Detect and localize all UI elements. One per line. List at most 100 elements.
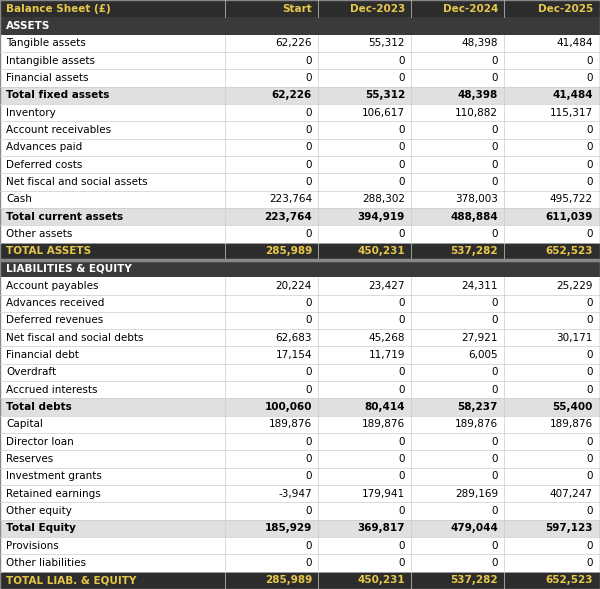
Text: 537,282: 537,282 bbox=[451, 246, 498, 256]
Text: 0: 0 bbox=[586, 368, 593, 378]
Text: 48,398: 48,398 bbox=[461, 38, 498, 48]
Text: 58,237: 58,237 bbox=[458, 402, 498, 412]
Bar bbox=[0, 277, 600, 294]
Text: Cash: Cash bbox=[6, 194, 32, 204]
Text: Capital: Capital bbox=[6, 419, 43, 429]
Bar bbox=[0, 208, 600, 225]
Text: 0: 0 bbox=[398, 471, 405, 481]
Text: 0: 0 bbox=[491, 55, 498, 65]
Text: 0: 0 bbox=[305, 385, 312, 395]
Text: 0: 0 bbox=[491, 229, 498, 239]
Text: 0: 0 bbox=[586, 385, 593, 395]
Text: Financial debt: Financial debt bbox=[6, 350, 79, 360]
Text: 0: 0 bbox=[305, 558, 312, 568]
Text: 189,876: 189,876 bbox=[550, 419, 593, 429]
Bar bbox=[0, 260, 600, 277]
Bar bbox=[0, 433, 600, 451]
Text: 106,617: 106,617 bbox=[362, 108, 405, 118]
Text: 652,523: 652,523 bbox=[545, 246, 593, 256]
Text: Provisions: Provisions bbox=[6, 541, 59, 551]
Bar bbox=[0, 138, 600, 156]
Text: Reserves: Reserves bbox=[6, 454, 53, 464]
Text: Overdraft: Overdraft bbox=[6, 368, 56, 378]
Text: Deferred revenues: Deferred revenues bbox=[6, 316, 103, 326]
Text: Other assets: Other assets bbox=[6, 229, 73, 239]
Text: 0: 0 bbox=[398, 541, 405, 551]
Bar bbox=[0, 398, 600, 416]
Text: 25,229: 25,229 bbox=[556, 281, 593, 291]
Text: 62,226: 62,226 bbox=[272, 90, 312, 100]
Text: 0: 0 bbox=[586, 73, 593, 83]
Text: 223,764: 223,764 bbox=[264, 211, 312, 221]
Text: 479,044: 479,044 bbox=[450, 524, 498, 534]
Text: 0: 0 bbox=[398, 558, 405, 568]
Text: 0: 0 bbox=[305, 506, 312, 516]
Text: 27,921: 27,921 bbox=[461, 333, 498, 343]
Bar bbox=[0, 451, 600, 468]
Text: 0: 0 bbox=[398, 454, 405, 464]
Bar bbox=[0, 502, 600, 519]
Text: 0: 0 bbox=[305, 298, 312, 308]
Text: Other equity: Other equity bbox=[6, 506, 72, 516]
Text: 0: 0 bbox=[586, 177, 593, 187]
Text: 110,882: 110,882 bbox=[455, 108, 498, 118]
Text: Director loan: Director loan bbox=[6, 437, 74, 446]
Text: 0: 0 bbox=[398, 55, 405, 65]
Text: 23,427: 23,427 bbox=[368, 281, 405, 291]
Bar bbox=[0, 121, 600, 138]
Bar bbox=[0, 346, 600, 364]
Bar bbox=[0, 52, 600, 70]
Text: 369,817: 369,817 bbox=[358, 524, 405, 534]
Text: 115,317: 115,317 bbox=[550, 108, 593, 118]
Text: 652,523: 652,523 bbox=[545, 575, 593, 585]
Text: Financial assets: Financial assets bbox=[6, 73, 89, 83]
Text: Total fixed assets: Total fixed assets bbox=[6, 90, 109, 100]
Text: Inventory: Inventory bbox=[6, 108, 56, 118]
Text: 20,224: 20,224 bbox=[275, 281, 312, 291]
Text: Total debts: Total debts bbox=[6, 402, 72, 412]
Text: 0: 0 bbox=[586, 541, 593, 551]
Text: Intangible assets: Intangible assets bbox=[6, 55, 95, 65]
Text: 0: 0 bbox=[398, 368, 405, 378]
Text: 450,231: 450,231 bbox=[358, 575, 405, 585]
Text: 6,005: 6,005 bbox=[469, 350, 498, 360]
Text: Advances paid: Advances paid bbox=[6, 143, 82, 152]
Text: Total Equity: Total Equity bbox=[6, 524, 76, 534]
Text: 0: 0 bbox=[586, 454, 593, 464]
Bar bbox=[0, 468, 600, 485]
Text: 62,226: 62,226 bbox=[275, 38, 312, 48]
Text: 0: 0 bbox=[491, 125, 498, 135]
Text: 0: 0 bbox=[491, 316, 498, 326]
Text: 0: 0 bbox=[491, 506, 498, 516]
Text: Retained earnings: Retained earnings bbox=[6, 489, 101, 499]
Text: 0: 0 bbox=[586, 506, 593, 516]
Text: 0: 0 bbox=[491, 385, 498, 395]
Text: 0: 0 bbox=[398, 506, 405, 516]
Text: 0: 0 bbox=[305, 316, 312, 326]
Bar bbox=[0, 416, 600, 433]
Text: 0: 0 bbox=[491, 298, 498, 308]
Text: 0: 0 bbox=[491, 160, 498, 170]
Text: 0: 0 bbox=[398, 437, 405, 446]
Text: 0: 0 bbox=[305, 177, 312, 187]
Bar bbox=[0, 243, 600, 260]
Text: 55,312: 55,312 bbox=[365, 90, 405, 100]
Text: 285,989: 285,989 bbox=[265, 575, 312, 585]
Text: 0: 0 bbox=[305, 368, 312, 378]
Text: 55,312: 55,312 bbox=[368, 38, 405, 48]
Text: 179,941: 179,941 bbox=[362, 489, 405, 499]
Bar bbox=[0, 35, 600, 52]
Text: Other liabilities: Other liabilities bbox=[6, 558, 86, 568]
Text: 11,719: 11,719 bbox=[368, 350, 405, 360]
Bar bbox=[0, 537, 600, 554]
Bar bbox=[0, 173, 600, 191]
Text: 285,989: 285,989 bbox=[265, 246, 312, 256]
Text: 189,876: 189,876 bbox=[269, 419, 312, 429]
Text: 0: 0 bbox=[398, 177, 405, 187]
Text: 0: 0 bbox=[398, 298, 405, 308]
Text: LIABILITIES & EQUITY: LIABILITIES & EQUITY bbox=[6, 263, 132, 273]
Text: Account payables: Account payables bbox=[6, 281, 98, 291]
Text: 0: 0 bbox=[491, 558, 498, 568]
Text: 0: 0 bbox=[398, 385, 405, 395]
Text: TOTAL ASSETS: TOTAL ASSETS bbox=[6, 246, 91, 256]
